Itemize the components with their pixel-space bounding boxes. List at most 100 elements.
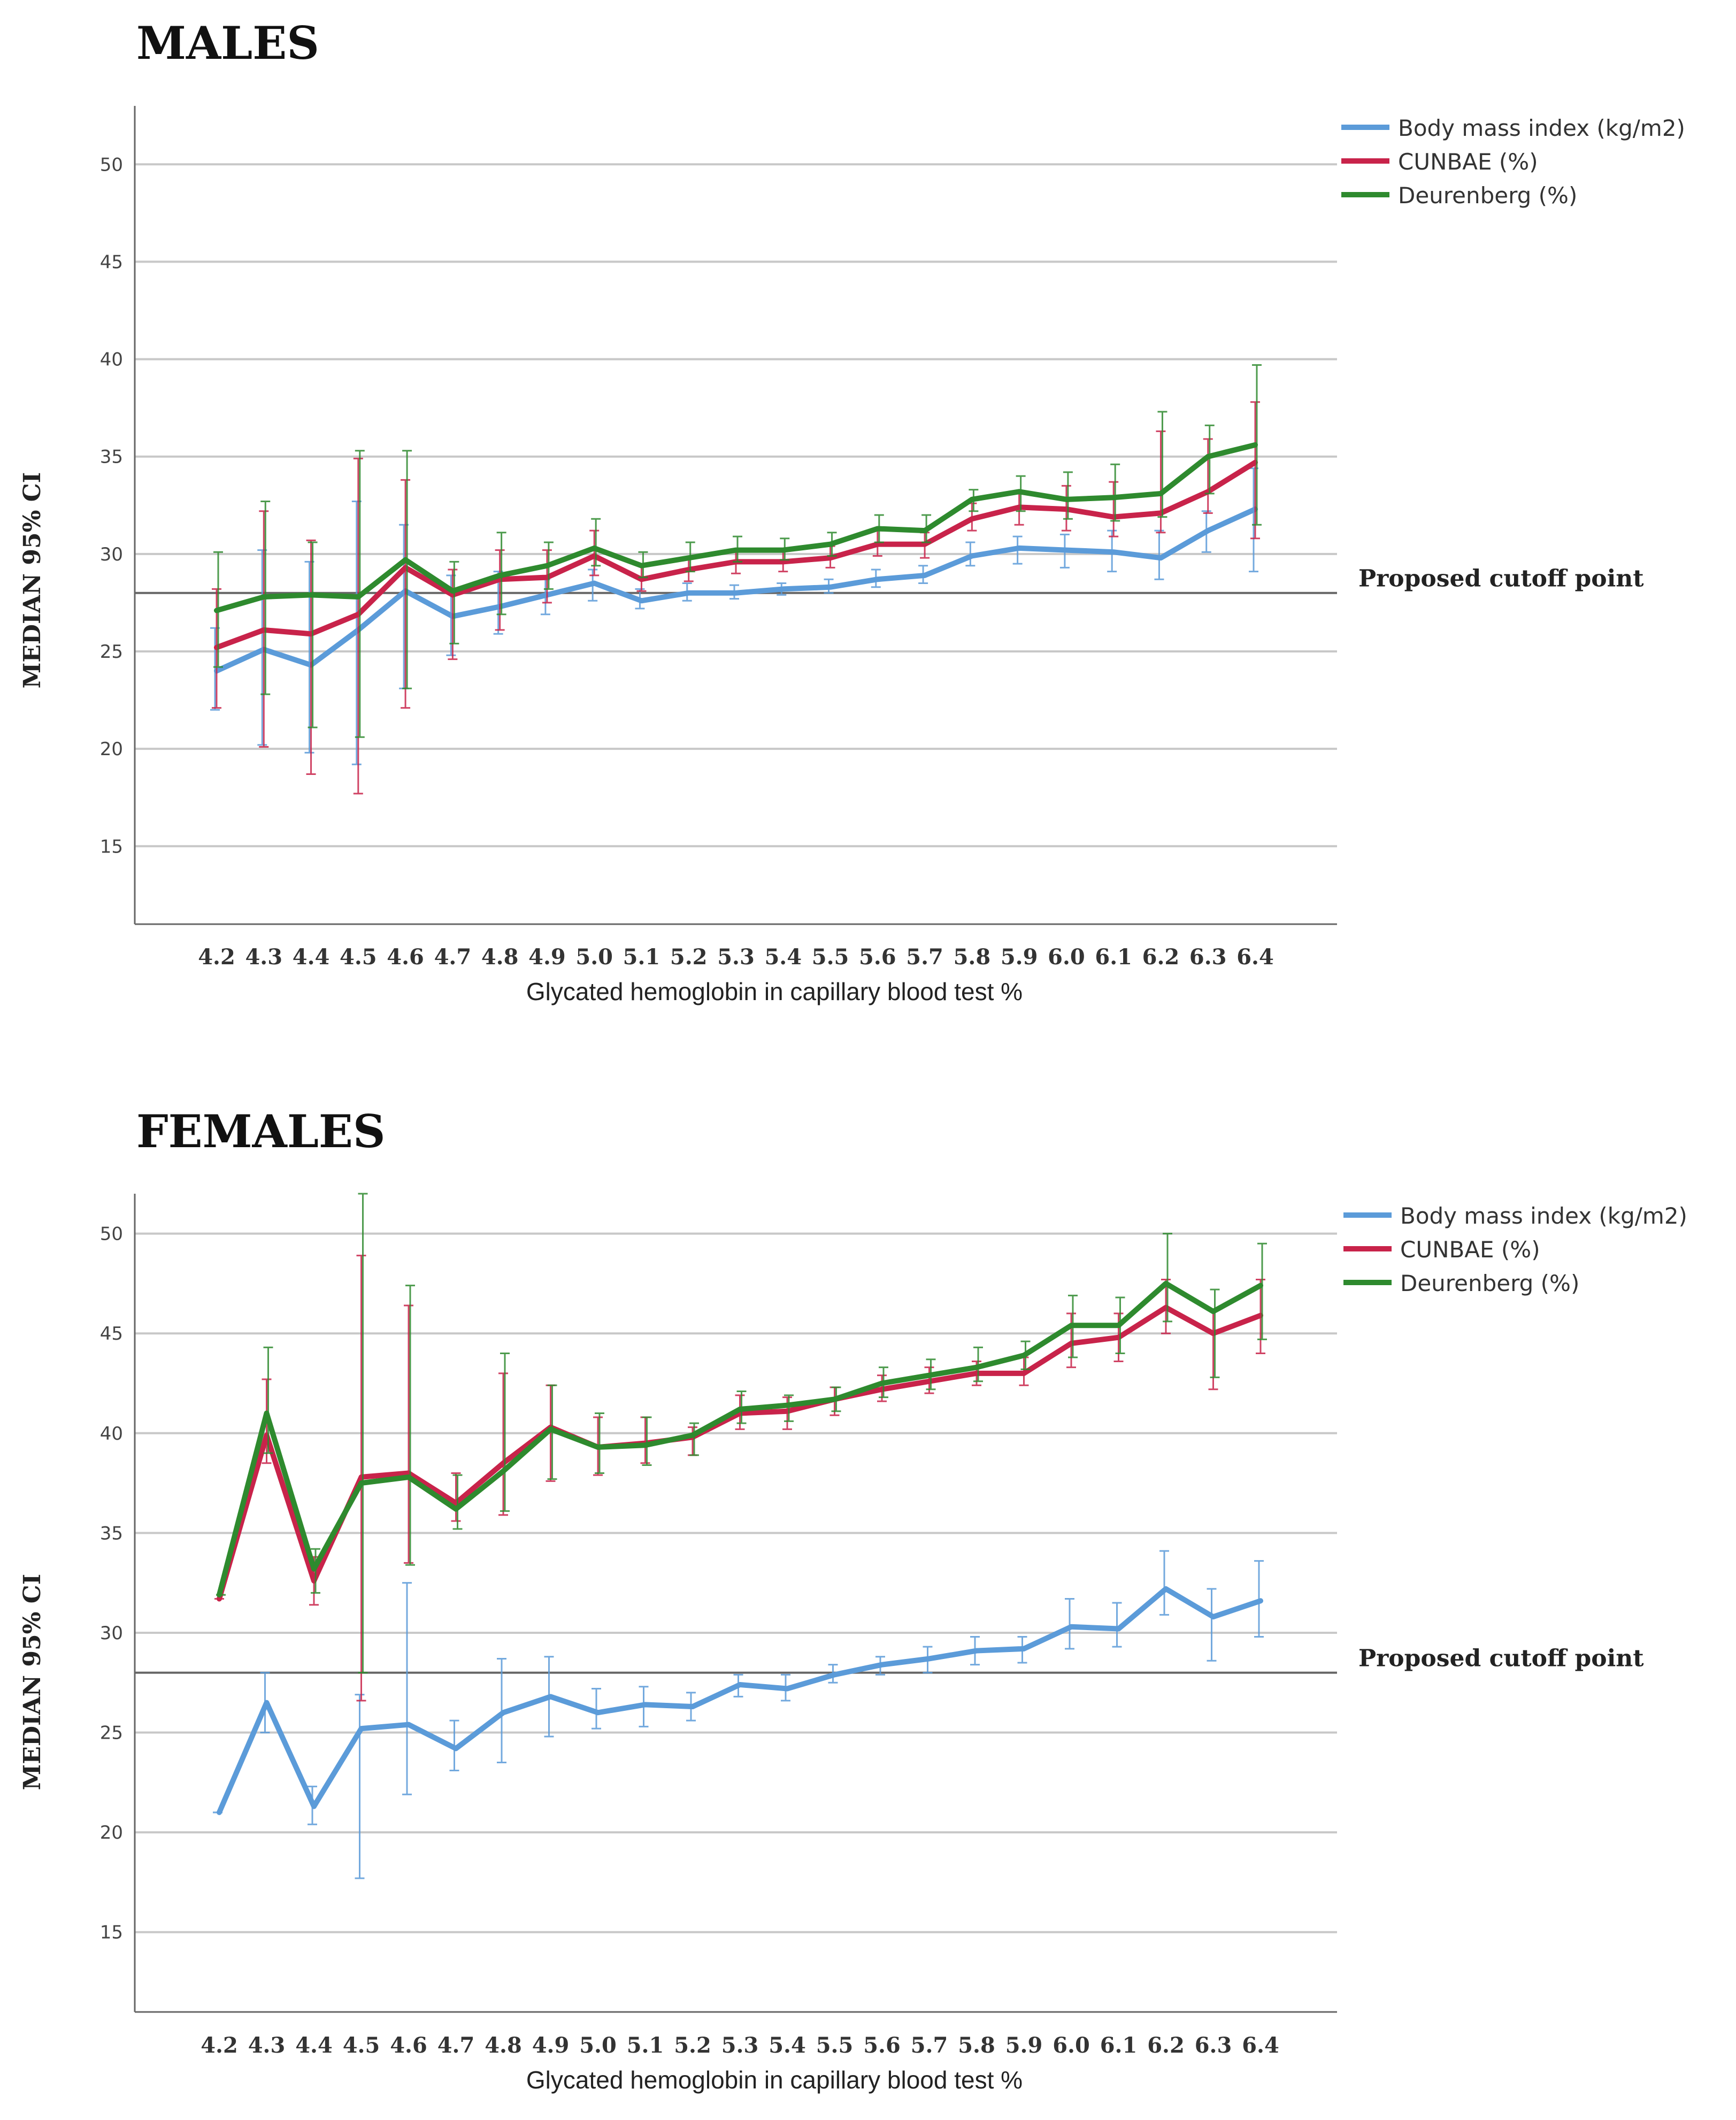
males-deurenberg-error-bar xyxy=(1110,463,1120,522)
females-cunbae-error-bar xyxy=(498,1372,508,1516)
males-x-tick-5-5: 5.5 xyxy=(812,944,849,970)
males-cunbae-error-bar xyxy=(1250,401,1260,540)
males-series-deurenberg xyxy=(213,364,1262,738)
females-x-tick-4-2: 4.2 xyxy=(201,2033,238,2058)
females-legend: Body mass index (kg/m2) CUNBAE (%) Deure… xyxy=(1343,1203,1687,1296)
males-series-group xyxy=(210,364,1262,795)
males-cunbae-error-bar xyxy=(306,539,316,775)
males-legend-label-cunbae: CUNBAE (%) xyxy=(1398,149,1538,175)
females-series-group xyxy=(213,1193,1267,1879)
males-x-tick-4-4: 4.4 xyxy=(293,944,330,970)
males-y-tick-25: 25 xyxy=(100,641,123,663)
females-x-tick-5-2: 5.2 xyxy=(674,2033,711,2058)
females-x-tick-6-0: 6.0 xyxy=(1053,2033,1090,2058)
males-y-tick-30: 30 xyxy=(100,544,123,565)
females-x-tick-6-4: 6.4 xyxy=(1242,2033,1279,2058)
females-bmi-error-bar xyxy=(1112,1602,1122,1648)
females-bmi-error-bar xyxy=(1207,1588,1217,1662)
females-deurenberg-error-bar xyxy=(1210,1288,1220,1378)
males-x-tick-5-3: 5.3 xyxy=(717,944,755,970)
males-x-tick-6-2: 6.2 xyxy=(1142,944,1180,970)
females-y-tick-30: 30 xyxy=(100,1623,123,1644)
males-deurenberg-error-bar xyxy=(308,541,318,728)
males-x-tick-6-4: 6.4 xyxy=(1236,944,1274,970)
males-legend-item-bmi: Body mass index (kg/m2) xyxy=(1341,115,1685,141)
males-y-tick-35: 35 xyxy=(100,447,123,468)
females-deurenberg-error-bar xyxy=(452,1474,463,1530)
females-deurenberg-error-bar xyxy=(1163,1233,1172,1323)
females-cutoff: Proposed cutoff point xyxy=(135,1645,1644,1674)
females-x-tick-4-4: 4.4 xyxy=(295,2033,333,2058)
males-x-tick-4-3: 4.3 xyxy=(245,944,282,970)
males-x-tick-5-9: 5.9 xyxy=(1001,944,1038,970)
males-cunbae-error-bar xyxy=(589,529,600,577)
males-legend-label-deurenberg: Deurenberg (%) xyxy=(1398,182,1577,209)
females-deurenberg-error-bar xyxy=(1257,1242,1267,1340)
males-x-tick-5-4: 5.4 xyxy=(764,944,802,970)
females-cunbae-line xyxy=(217,1304,1263,1602)
males-y-tick-15: 15 xyxy=(100,836,123,857)
females-cunbae-error-bar xyxy=(451,1472,461,1522)
females-x-tick-4-6: 4.6 xyxy=(390,2033,427,2058)
males-legend: Body mass index (kg/m2) CUNBAE (%) Deure… xyxy=(1341,115,1685,209)
females-x-tick-5-5: 5.5 xyxy=(816,2033,854,2058)
females-x-tick-4-9: 4.9 xyxy=(532,2033,570,2058)
females-y-axis-label: MEDIAN 95% CI xyxy=(19,1574,46,1791)
males-legend-label-bmi: Body mass index (kg/m2) xyxy=(1398,115,1685,141)
females-legend-item-deurenberg: Deurenberg (%) xyxy=(1343,1270,1579,1296)
males-x-tick-4-8: 4.8 xyxy=(481,944,519,970)
males-x-tick-6-3: 6.3 xyxy=(1189,944,1227,970)
females-legend-item-cunbae: CUNBAE (%) xyxy=(1343,1236,1540,1263)
females-y-tick-20: 20 xyxy=(100,1822,123,1844)
females-x-tick-4-8: 4.8 xyxy=(485,2033,522,2058)
females-bmi-line xyxy=(217,1586,1263,1815)
females-cunbae-error-bar xyxy=(1066,1312,1076,1369)
males-x-tick-5-0: 5.0 xyxy=(575,944,613,970)
females-panel: FEMALES MEDIAN 95% CI Glycated hemoglobi… xyxy=(19,1105,1687,2094)
males-x-tick-labels: 4.2 4.3 4.4 4.5 4.6 4.7 4.8 4.9 5.0 5.1 5.2 5.3 5.4 5… xyxy=(198,944,1274,970)
females-x-tick-5-6: 5.6 xyxy=(863,2033,901,2058)
females-x-axis-label: Glycated hemoglobin in capillary blood t… xyxy=(526,2066,1023,2094)
females-deurenberg-line xyxy=(217,1280,1263,1598)
males-y-tick-20: 20 xyxy=(100,739,123,760)
males-cunbae-error-bar xyxy=(1203,438,1213,514)
males-x-tick-4-2: 4.2 xyxy=(198,944,235,970)
females-x-tick-4-7: 4.7 xyxy=(437,2033,475,2058)
females-deurenberg-error-bar xyxy=(500,1353,510,1512)
males-y-tick-40: 40 xyxy=(100,349,123,371)
males-cunbae-error-bar xyxy=(401,479,411,709)
males-x-tick-6-0: 6.0 xyxy=(1048,944,1085,970)
females-deurenberg-error-bar xyxy=(405,1285,415,1566)
females-x-tick-4-3: 4.3 xyxy=(248,2033,286,2058)
females-x-tick-5-8: 5.8 xyxy=(958,2033,995,2058)
males-deurenberg-error-bar xyxy=(1204,424,1215,495)
males-x-tick-4-7: 4.7 xyxy=(434,944,472,970)
females-deurenberg-error-bar xyxy=(263,1346,273,1454)
males-deurenberg-error-bar xyxy=(1063,471,1073,520)
females-legend-label-cunbae: CUNBAE (%) xyxy=(1400,1236,1540,1263)
females-bmi-error-bar xyxy=(402,1582,412,1795)
females-x-tick-5-3: 5.3 xyxy=(721,2033,759,2058)
females-y-tick-45: 45 xyxy=(100,1323,123,1345)
males-y-axis-label: MEDIAN 95% CI xyxy=(19,472,46,689)
females-legend-label-bmi: Body mass index (kg/m2) xyxy=(1400,1203,1687,1229)
females-x-tick-6-3: 6.3 xyxy=(1195,2033,1232,2058)
males-y-tick-45: 45 xyxy=(100,251,123,273)
males-y-tick-labels: 15 20 25 30 35 40 45 50 xyxy=(100,154,123,857)
females-x-tick-6-2: 6.2 xyxy=(1147,2033,1185,2058)
males-legend-item-deurenberg: Deurenberg (%) xyxy=(1341,182,1577,209)
males-deurenberg-error-bar xyxy=(449,560,459,644)
males-deurenberg-error-bar xyxy=(1157,411,1167,518)
females-y-tick-labels: 15 20 25 30 35 40 45 50 xyxy=(100,1224,123,1944)
males-bmi-error-bar xyxy=(1154,529,1164,580)
females-deurenberg-error-bar xyxy=(642,1416,652,1466)
females-deurenberg-error-bar xyxy=(595,1412,604,1474)
males-x-tick-5-8: 5.8 xyxy=(954,944,991,970)
males-cunbae-error-bar xyxy=(495,549,505,631)
females-y-tick-25: 25 xyxy=(100,1723,123,1744)
females-bmi-error-bar xyxy=(1065,1598,1074,1650)
females-deurenberg-error-bar xyxy=(358,1193,368,1674)
females-deurenberg-error-bar xyxy=(784,1394,794,1422)
males-x-tick-5-6: 5.6 xyxy=(859,944,896,970)
